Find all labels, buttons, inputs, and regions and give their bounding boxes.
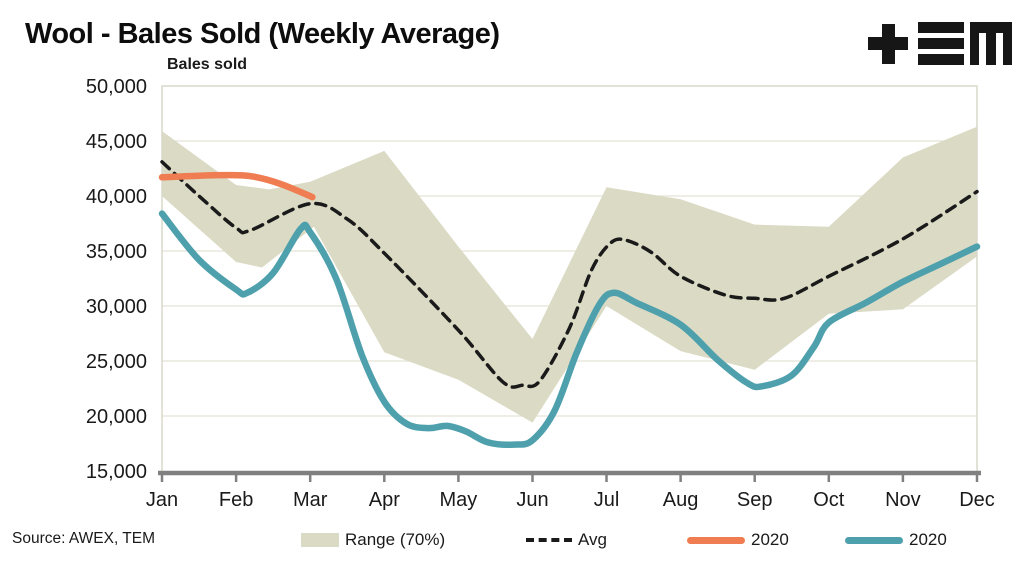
chart-title: Wool - Bales Sold (Weekly Average)	[25, 18, 500, 50]
y-axis-title: Bales sold	[167, 56, 248, 73]
y-tick-label: 15,000	[86, 461, 147, 483]
x-tick-label: Jul	[594, 489, 620, 511]
y-tick-label: 25,000	[86, 351, 147, 373]
teal-line-swatch	[845, 536, 903, 544]
source-note: Source: AWEX, TEM	[12, 530, 155, 547]
y-tick-label: 40,000	[86, 186, 147, 208]
legend-label-avg: Avg	[578, 530, 607, 549]
legend-item-range: Range (70%)	[301, 529, 445, 551]
x-tick-label: Sep	[737, 489, 773, 511]
y-tick-label: 30,000	[86, 296, 147, 318]
line-2020-teal	[158, 210, 981, 448]
plot-border	[161, 85, 978, 471]
legend-item-2020-orange: 2020	[687, 529, 789, 551]
tem-logo	[868, 22, 1012, 65]
x-tick-label: Oct	[813, 489, 845, 511]
x-tick-label: Jun	[516, 489, 548, 511]
legend-label-2020-teal: 2020	[909, 530, 947, 549]
legend-label-2020-orange: 2020	[751, 530, 789, 549]
avg-dash-swatch	[526, 538, 572, 542]
y-tick-label: 35,000	[86, 241, 147, 263]
x-tick-label: Aug	[663, 489, 699, 511]
plus-icon	[868, 24, 908, 64]
x-tick-label: Jan	[146, 489, 178, 511]
range-band	[162, 126, 977, 423]
range-band-swatch	[301, 533, 339, 547]
legend-item-2020-teal: 2020	[845, 529, 947, 551]
x-tick-label: Apr	[369, 489, 400, 511]
square-m-icon	[970, 22, 1012, 65]
line-2020-orange	[158, 171, 316, 201]
legend-label-range: Range (70%)	[345, 530, 446, 549]
y-tick-label: 20,000	[86, 406, 147, 428]
x-tick-label: Dec	[959, 489, 995, 511]
x-tick-label: May	[440, 489, 478, 511]
triple-bar-icon	[918, 22, 964, 65]
x-tick-label: Mar	[293, 489, 328, 511]
y-tick-label: 50,000	[86, 76, 147, 98]
orange-line-swatch	[687, 536, 745, 544]
avg-line	[160, 160, 979, 389]
y-tick-label: 45,000	[86, 131, 147, 153]
x-tick-label: Nov	[885, 489, 921, 511]
x-tick-label: Feb	[219, 489, 253, 511]
legend-item-avg: Avg	[526, 529, 607, 551]
